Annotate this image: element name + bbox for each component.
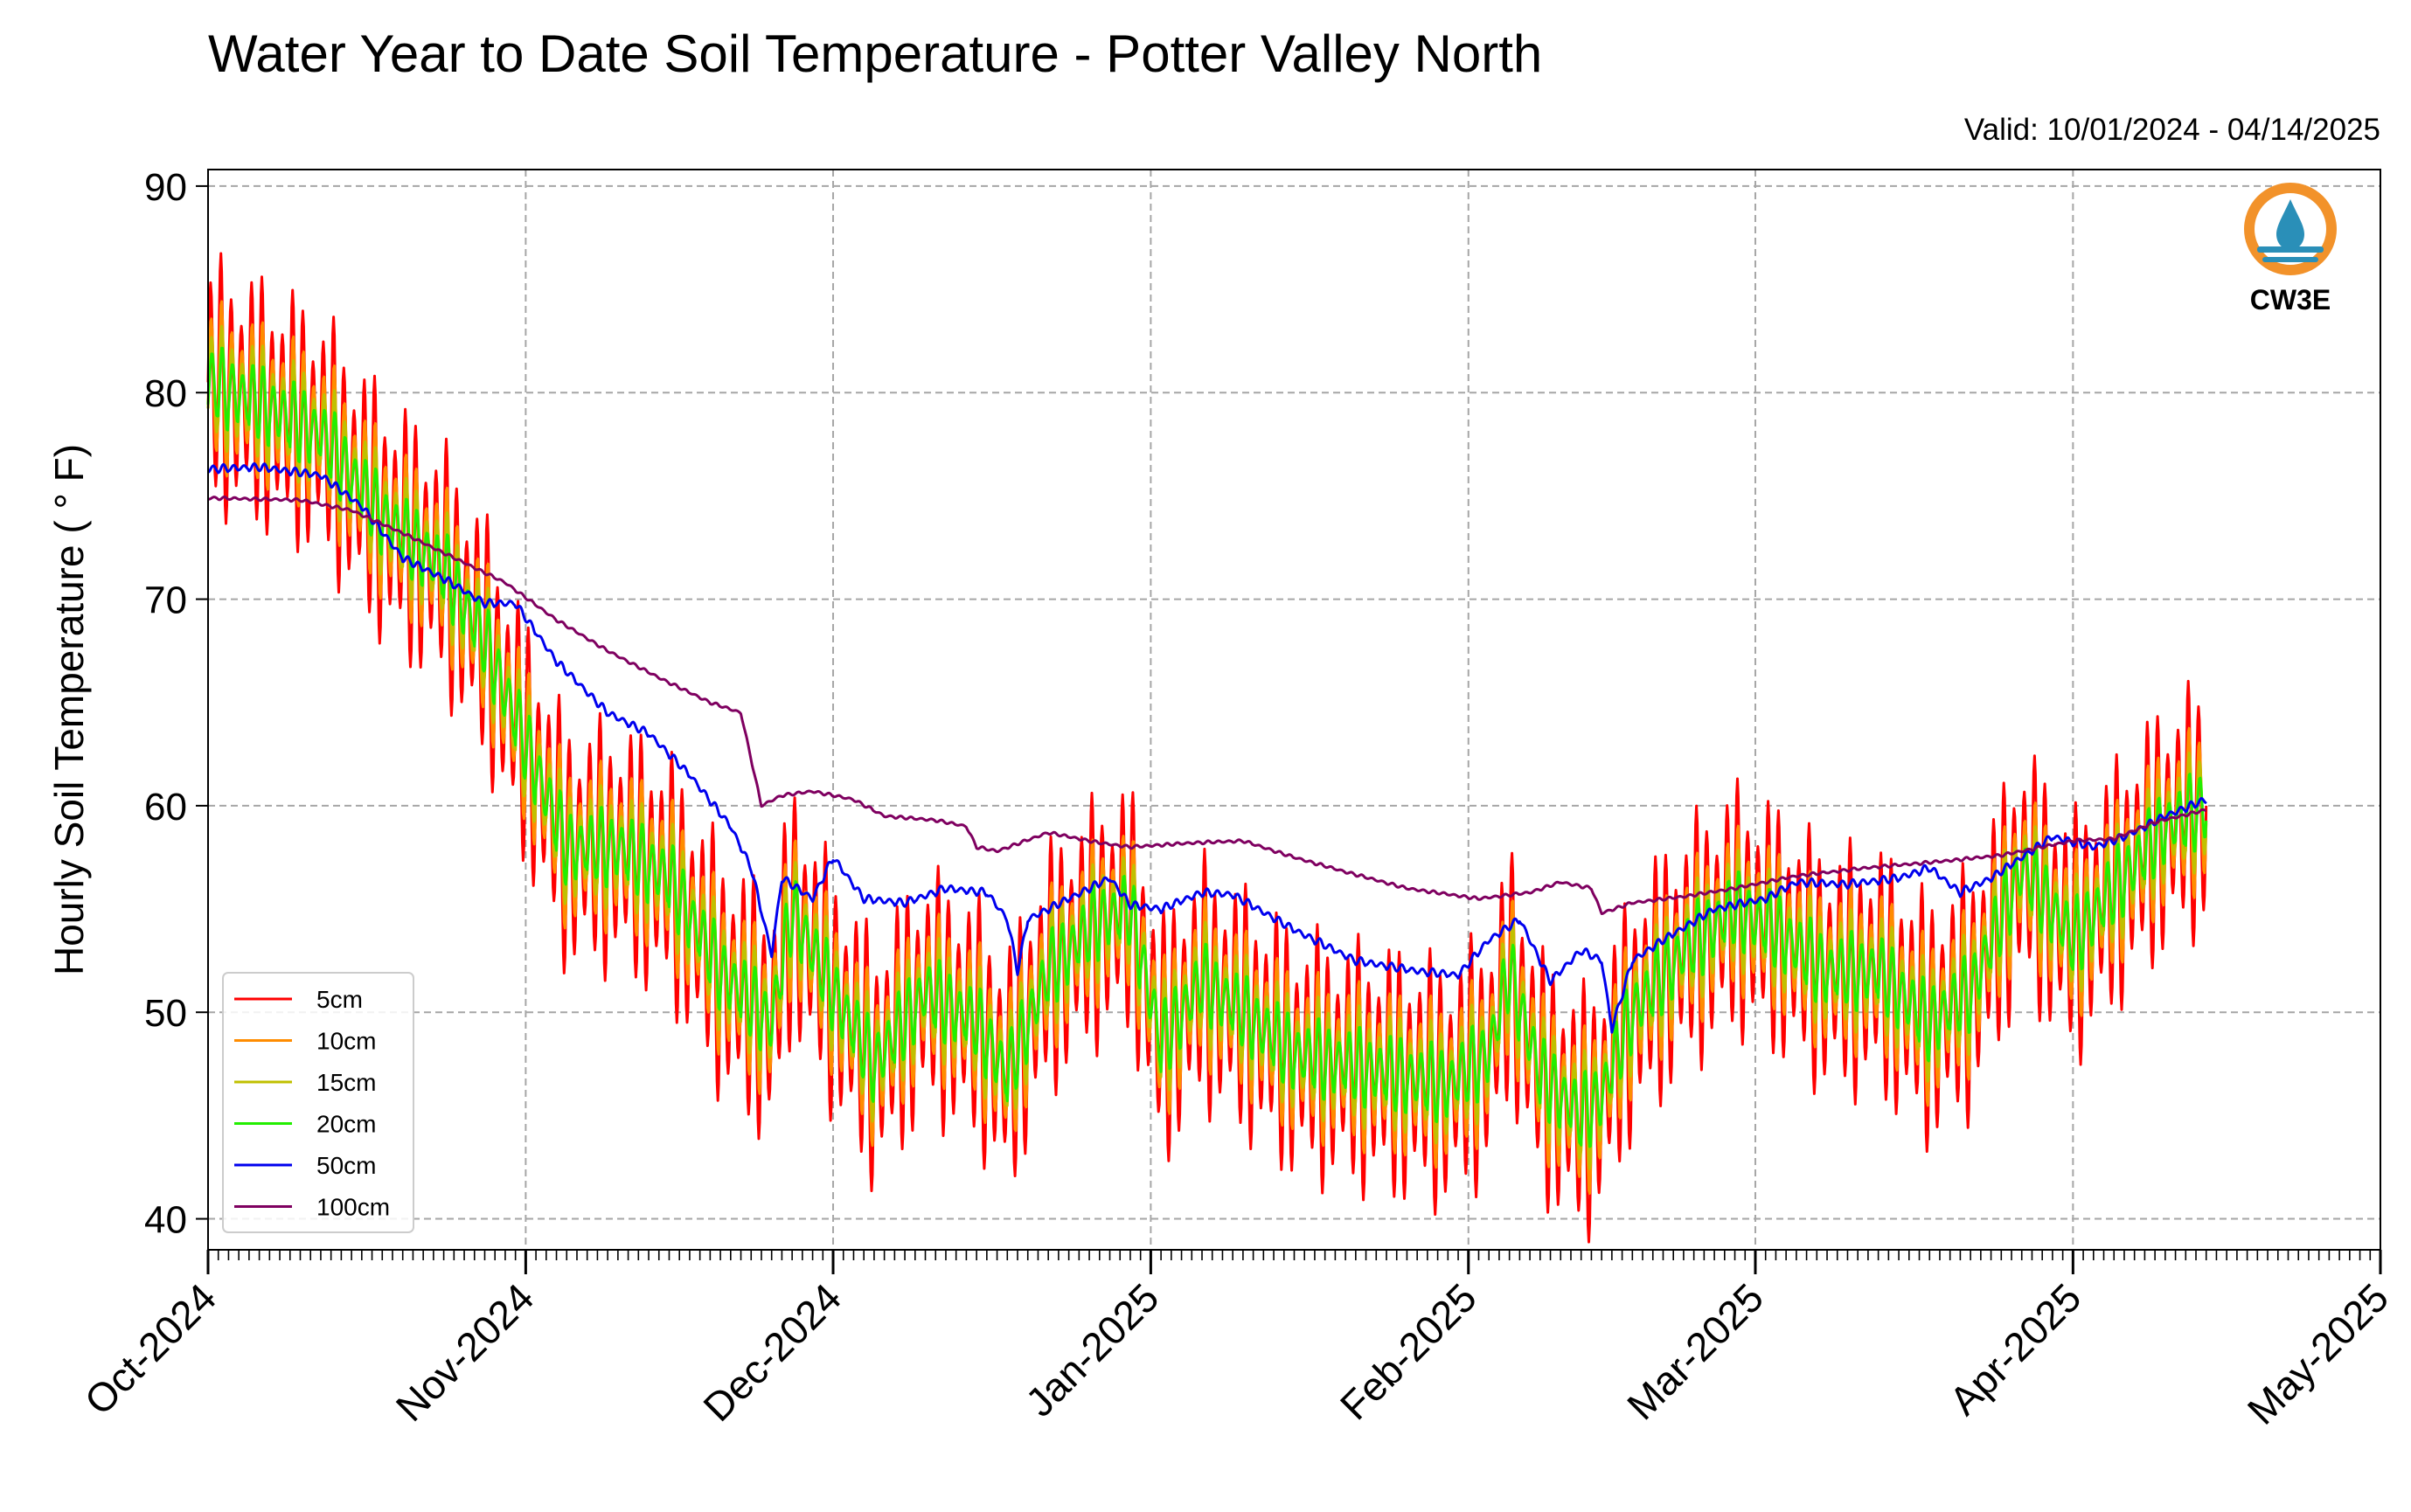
series-line-100cm (207, 495, 2207, 915)
x-tick-label: May-2025 (2239, 1274, 2397, 1432)
series-lines (206, 252, 2208, 1244)
series-line-50cm (207, 461, 2207, 1034)
legend-box (222, 972, 414, 1233)
cw3e-logo: CW3E (2244, 183, 2337, 316)
x-tick-label: Dec-2024 (694, 1274, 850, 1430)
legend-label-10cm: 10cm (316, 1028, 376, 1055)
series-line-5cm (206, 252, 2208, 1244)
y-tick-label: 80 (144, 372, 187, 415)
x-tick-label: Nov-2024 (387, 1274, 543, 1430)
chart-title: Water Year to Date Soil Temperature - Po… (208, 24, 1542, 83)
y-tick-label: 40 (144, 1199, 187, 1242)
x-tick-label: Jan-2025 (1017, 1274, 1167, 1425)
x-tick-label: Oct-2024 (76, 1274, 226, 1424)
y-tick-label: 50 (144, 992, 187, 1035)
legend-label-20cm: 20cm (316, 1111, 376, 1138)
x-tick-label: Mar-2025 (1618, 1274, 1772, 1428)
y-axis-label: Hourly Soil Temperature ( ° F) (46, 444, 92, 975)
cw3e-logo-text: CW3E (2250, 284, 2331, 316)
axes: 40 50 60 70 80 90 Oct-2024 Nov-2024 Dec-2024 Jan-… (76, 166, 2398, 1433)
series-line-20cm (206, 346, 2208, 1148)
y-tick-label: 90 (144, 166, 187, 209)
legend-label-100cm: 100cm (316, 1194, 390, 1221)
cw3e-emblem-icon (2244, 183, 2337, 275)
x-tick-label: Apr-2025 (1941, 1274, 2090, 1424)
legend-label-50cm: 50cm (316, 1152, 376, 1179)
legend-label-15cm: 15cm (316, 1069, 376, 1096)
chart-subtitle: Valid: 10/01/2024 - 04/14/2025 (1964, 113, 2380, 147)
y-tick-label: 60 (144, 786, 187, 829)
legend: 5cm 10cm 15cm 20cm 50cm 100cm (222, 972, 414, 1233)
legend-label-5cm: 5cm (316, 986, 363, 1013)
y-tick-label: 70 (144, 579, 187, 622)
x-tick-label: Feb-2025 (1331, 1274, 1485, 1428)
